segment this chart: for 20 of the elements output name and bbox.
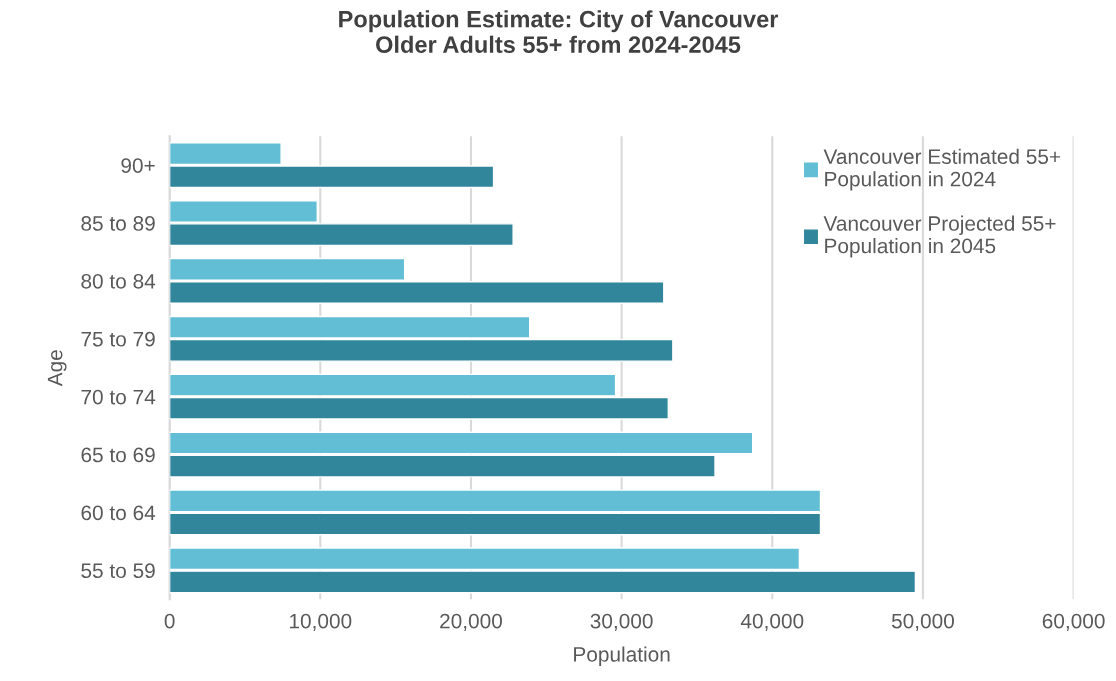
y-tick-label: 60 to 64	[81, 505, 156, 521]
x-tick-label: 60,000	[1042, 613, 1105, 631]
y-axis-title: Age	[47, 350, 67, 387]
y-tick-label: 65 to 69	[81, 447, 155, 463]
x-tick-label: 20,000	[440, 613, 502, 631]
y-tick-label: 80 to 84	[81, 273, 156, 289]
y-tick-label: 55 to 59	[81, 563, 155, 579]
x-tick-label: 50,000	[891, 613, 954, 631]
y-tick-label: 85 to 89	[81, 216, 155, 231]
x-tick-label: 0	[164, 613, 175, 629]
legend-label: Vancouver Estimated 55+ Population in 2024	[823, 148, 1061, 191]
x-axis-title: Population	[574, 646, 670, 666]
y-tick-label: 70 to 74	[81, 389, 156, 405]
chart-title: Population Estimate: City of Vancouver Older Adults 55+ from 2024-2045	[339, 10, 779, 53]
x-tick-label: 30,000	[590, 613, 653, 631]
y-tick-label: 75 to 79	[81, 331, 155, 347]
x-tick-label: 10,000	[290, 613, 352, 631]
x-tick-label: 40,000	[740, 613, 804, 631]
y-tick-label: 90+	[121, 158, 155, 173]
legend-label: Vancouver Projected 55+ Population in 2045	[823, 215, 1056, 258]
